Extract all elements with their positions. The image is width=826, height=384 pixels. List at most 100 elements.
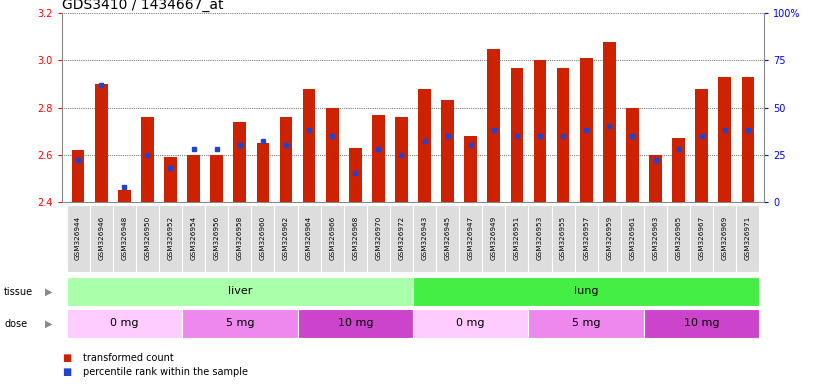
Bar bbox=[67, 276, 413, 306]
Bar bbox=[644, 205, 667, 271]
Bar bbox=[441, 101, 454, 202]
Text: GSM326971: GSM326971 bbox=[745, 216, 751, 260]
Bar bbox=[95, 84, 107, 202]
Text: GSM326947: GSM326947 bbox=[468, 216, 474, 260]
Bar bbox=[141, 117, 154, 202]
Bar bbox=[257, 143, 269, 202]
Bar bbox=[182, 309, 297, 338]
Text: percentile rank within the sample: percentile rank within the sample bbox=[83, 367, 248, 377]
Bar bbox=[506, 205, 529, 271]
Text: GSM326954: GSM326954 bbox=[191, 216, 197, 260]
Bar bbox=[667, 205, 691, 271]
Bar bbox=[413, 276, 759, 306]
Bar bbox=[302, 89, 316, 202]
Bar bbox=[344, 205, 367, 271]
Text: GSM326949: GSM326949 bbox=[491, 216, 496, 260]
Bar bbox=[413, 205, 436, 271]
Text: ▶: ▶ bbox=[45, 287, 52, 297]
Text: ■: ■ bbox=[62, 353, 71, 363]
Text: GSM326957: GSM326957 bbox=[583, 216, 589, 260]
Bar bbox=[325, 108, 339, 202]
Bar bbox=[552, 205, 575, 271]
Text: GSM326966: GSM326966 bbox=[330, 216, 335, 260]
Bar bbox=[719, 77, 731, 202]
Text: dose: dose bbox=[4, 319, 27, 329]
Bar bbox=[418, 89, 431, 202]
Text: 5 mg: 5 mg bbox=[225, 318, 254, 328]
Text: GSM326956: GSM326956 bbox=[214, 216, 220, 260]
Text: GSM326959: GSM326959 bbox=[606, 216, 612, 260]
Text: ■: ■ bbox=[62, 367, 71, 377]
Bar bbox=[649, 154, 662, 202]
Text: liver: liver bbox=[228, 286, 252, 296]
Text: 10 mg: 10 mg bbox=[338, 318, 373, 328]
Bar bbox=[580, 58, 592, 202]
Text: GSM326945: GSM326945 bbox=[444, 216, 451, 260]
Text: GSM326970: GSM326970 bbox=[375, 216, 382, 260]
Bar bbox=[742, 77, 754, 202]
Bar bbox=[159, 205, 182, 271]
Bar bbox=[372, 114, 385, 202]
Bar bbox=[297, 309, 413, 338]
Bar bbox=[182, 205, 205, 271]
Bar bbox=[575, 205, 598, 271]
Text: GSM326951: GSM326951 bbox=[514, 216, 520, 260]
Bar bbox=[534, 60, 546, 202]
Bar bbox=[234, 122, 246, 202]
Bar bbox=[274, 205, 297, 271]
Bar bbox=[280, 117, 292, 202]
Bar bbox=[459, 205, 482, 271]
Bar bbox=[297, 205, 320, 271]
Bar bbox=[72, 150, 84, 202]
Text: GSM326948: GSM326948 bbox=[121, 216, 127, 260]
Bar bbox=[736, 205, 759, 271]
Bar bbox=[482, 205, 506, 271]
Bar bbox=[395, 117, 408, 202]
Text: GSM326972: GSM326972 bbox=[398, 216, 405, 260]
Text: 10 mg: 10 mg bbox=[684, 318, 719, 328]
Bar bbox=[211, 154, 223, 202]
Bar bbox=[349, 147, 362, 202]
Text: GSM326968: GSM326968 bbox=[352, 216, 358, 260]
Text: transformed count: transformed count bbox=[83, 353, 173, 363]
Bar bbox=[390, 205, 413, 271]
Bar bbox=[413, 309, 529, 338]
Bar bbox=[691, 205, 713, 271]
Text: GSM326964: GSM326964 bbox=[306, 216, 312, 260]
Text: GSM326944: GSM326944 bbox=[75, 216, 81, 260]
Bar bbox=[67, 205, 90, 271]
Bar bbox=[529, 205, 552, 271]
Text: GSM326950: GSM326950 bbox=[145, 216, 150, 260]
Text: 0 mg: 0 mg bbox=[110, 318, 139, 328]
Bar bbox=[510, 68, 524, 202]
Text: GSM326960: GSM326960 bbox=[260, 216, 266, 260]
Text: GSM326953: GSM326953 bbox=[537, 216, 543, 260]
Bar bbox=[529, 309, 644, 338]
Bar bbox=[90, 205, 113, 271]
Bar bbox=[695, 89, 708, 202]
Text: GSM326962: GSM326962 bbox=[283, 216, 289, 260]
Bar bbox=[113, 205, 135, 271]
Text: tissue: tissue bbox=[4, 287, 33, 297]
Bar bbox=[367, 205, 390, 271]
Bar bbox=[251, 205, 274, 271]
Bar bbox=[713, 205, 736, 271]
Text: GSM326969: GSM326969 bbox=[722, 216, 728, 260]
Text: GSM326943: GSM326943 bbox=[421, 216, 428, 260]
Bar bbox=[603, 41, 615, 202]
Text: GSM326958: GSM326958 bbox=[237, 216, 243, 260]
Bar bbox=[621, 205, 644, 271]
Bar bbox=[118, 190, 131, 202]
Bar bbox=[436, 205, 459, 271]
Text: ▶: ▶ bbox=[45, 319, 52, 329]
Text: GSM326952: GSM326952 bbox=[168, 216, 173, 260]
Text: 0 mg: 0 mg bbox=[457, 318, 485, 328]
Text: GSM326961: GSM326961 bbox=[629, 216, 635, 260]
Bar bbox=[464, 136, 477, 202]
Text: GSM326967: GSM326967 bbox=[699, 216, 705, 260]
Bar bbox=[228, 205, 251, 271]
Bar bbox=[135, 205, 159, 271]
Text: GSM326955: GSM326955 bbox=[560, 216, 566, 260]
Text: 5 mg: 5 mg bbox=[572, 318, 601, 328]
Bar bbox=[557, 68, 569, 202]
